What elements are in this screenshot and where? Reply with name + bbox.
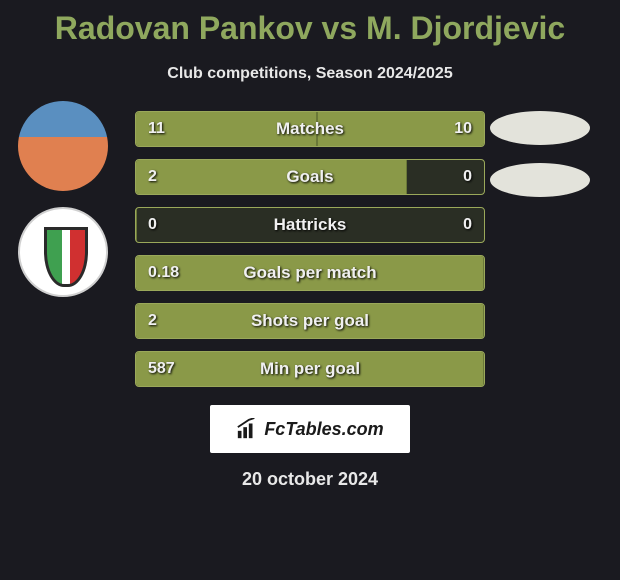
stat-label: Matches: [136, 112, 484, 146]
stat-label: Goals: [136, 160, 484, 194]
date-label: 20 october 2024: [0, 469, 620, 490]
club-badge: [18, 207, 108, 297]
subtitle: Club competitions, Season 2024/2025: [0, 65, 620, 83]
ellipse-placeholder: [490, 163, 590, 197]
stat-label: Shots per goal: [136, 304, 484, 338]
stats-bars: 1110Matches 20Goals 00Hattricks 0.18Goals p…: [135, 111, 485, 387]
player-avatar-left: [18, 101, 108, 191]
page-title: Radovan Pankov vs M. Djordjevic: [0, 0, 620, 47]
avatar-column: [18, 101, 118, 297]
stat-bar: 20Goals: [135, 159, 485, 195]
stat-bar: 587Min per goal: [135, 351, 485, 387]
fctables-logo: FcTables.com: [210, 405, 410, 453]
stat-label: Goals per match: [136, 256, 484, 290]
ellipse-placeholder: [490, 111, 590, 145]
stat-bar: 1110Matches: [135, 111, 485, 147]
stat-bar: 2Shots per goal: [135, 303, 485, 339]
stat-bar: 00Hattricks: [135, 207, 485, 243]
logo-text: FcTables.com: [264, 419, 383, 440]
right-ellipses: [490, 111, 600, 197]
stat-label: Min per goal: [136, 352, 484, 386]
stat-label: Hattricks: [136, 208, 484, 242]
comparison-body: 1110Matches 20Goals 00Hattricks 0.18Goals p…: [0, 111, 620, 387]
chart-icon: [236, 418, 258, 440]
stat-bar: 0.18Goals per match: [135, 255, 485, 291]
